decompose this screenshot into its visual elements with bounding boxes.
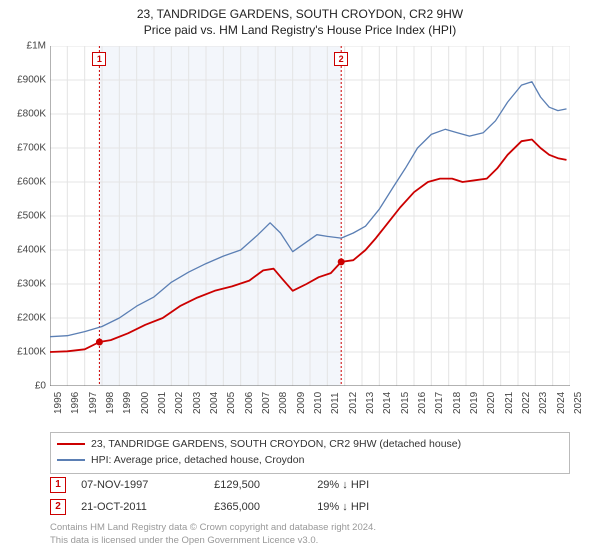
sale-delta: 19% ↓ HPI (317, 496, 427, 518)
chart-svg (50, 46, 570, 386)
y-tick-label: £400K (17, 245, 46, 256)
sale-date: 07-NOV-1997 (81, 474, 211, 496)
sale-price: £365,000 (214, 496, 314, 518)
x-tick-label: 2007 (261, 392, 272, 414)
legend-item-hpi: HPI: Average price, detached house, Croy… (57, 453, 563, 469)
x-tick-label: 2005 (226, 392, 237, 414)
x-tick-label: 1996 (70, 392, 81, 414)
y-tick-label: £700K (17, 143, 46, 154)
x-tick-label: 2013 (365, 392, 376, 414)
sale-marker-1: 1 (50, 477, 66, 493)
table-row: 1 07-NOV-1997 £129,500 29% ↓ HPI (50, 474, 570, 496)
x-tick-label: 2020 (486, 392, 497, 414)
attribution-line: This data is licensed under the Open Gov… (50, 535, 570, 548)
x-tick-label: 2016 (417, 392, 428, 414)
x-axis-labels: 1995 1996 1997 1998 1999 2000 2001 2002 2003 2004… (50, 388, 570, 428)
x-tick-label: 2024 (556, 392, 567, 414)
plot-sale-marker: 2 (334, 52, 348, 66)
x-tick-label: 1997 (88, 392, 99, 414)
y-tick-label: £600K (17, 177, 46, 188)
sale-date: 21-OCT-2011 (81, 496, 211, 518)
x-tick-label: 2002 (174, 392, 185, 414)
x-tick-label: 2012 (348, 392, 359, 414)
x-tick-label: 1998 (105, 392, 116, 414)
legend-label-price: 23, TANDRIDGE GARDENS, SOUTH CROYDON, CR… (91, 438, 461, 450)
sale-price: £129,500 (214, 474, 314, 496)
attribution-line: Contains HM Land Registry data © Crown c… (50, 522, 570, 535)
x-tick-label: 2003 (192, 392, 203, 414)
y-tick-label: £900K (17, 75, 46, 86)
legend-item-price: 23, TANDRIDGE GARDENS, SOUTH CROYDON, CR… (57, 437, 563, 453)
x-tick-label: 1999 (122, 392, 133, 414)
y-axis-labels: £0£100K£200K£300K£400K£500K£600K£700K£80… (0, 46, 48, 386)
x-tick-label: 2019 (469, 392, 480, 414)
plot-sale-marker: 1 (92, 52, 106, 66)
x-tick-label: 2011 (330, 392, 341, 414)
x-tick-label: 2000 (140, 392, 151, 414)
sale-delta: 29% ↓ HPI (317, 474, 427, 496)
legend: 23, TANDRIDGE GARDENS, SOUTH CROYDON, CR… (50, 432, 570, 474)
x-tick-label: 2015 (400, 392, 411, 414)
legend-label-hpi: HPI: Average price, detached house, Croy… (91, 454, 304, 466)
x-tick-label: 2010 (313, 392, 324, 414)
x-tick-label: 2014 (382, 392, 393, 414)
x-tick-label: 2025 (573, 392, 584, 414)
y-tick-label: £800K (17, 109, 46, 120)
x-tick-label: 2009 (296, 392, 307, 414)
title-line2: Price paid vs. HM Land Registry's House … (0, 22, 600, 38)
x-tick-label: 2021 (504, 392, 515, 414)
sale-marker-2: 2 (50, 499, 66, 515)
y-tick-label: £300K (17, 279, 46, 290)
x-tick-label: 2001 (157, 392, 168, 414)
title-line1: 23, TANDRIDGE GARDENS, SOUTH CROYDON, CR… (0, 6, 600, 22)
y-tick-label: £500K (17, 211, 46, 222)
chart-plot-area: 12 (50, 46, 570, 386)
x-tick-label: 2018 (452, 392, 463, 414)
y-tick-label: £1M (27, 41, 46, 52)
x-tick-label: 2006 (244, 392, 255, 414)
x-tick-label: 1995 (53, 392, 64, 414)
legend-swatch-price (57, 443, 85, 445)
y-tick-label: £200K (17, 313, 46, 324)
sales-table: 1 07-NOV-1997 £129,500 29% ↓ HPI 2 21-OC… (50, 474, 570, 518)
x-tick-label: 2017 (434, 392, 445, 414)
x-tick-label: 2023 (538, 392, 549, 414)
attribution: Contains HM Land Registry data © Crown c… (50, 522, 570, 548)
table-row: 2 21-OCT-2011 £365,000 19% ↓ HPI (50, 496, 570, 518)
legend-swatch-hpi (57, 459, 85, 461)
y-tick-label: £0 (35, 381, 46, 392)
chart-title: 23, TANDRIDGE GARDENS, SOUTH CROYDON, CR… (0, 0, 600, 38)
x-tick-label: 2008 (278, 392, 289, 414)
x-tick-label: 2022 (521, 392, 532, 414)
y-tick-label: £100K (17, 347, 46, 358)
x-tick-label: 2004 (209, 392, 220, 414)
